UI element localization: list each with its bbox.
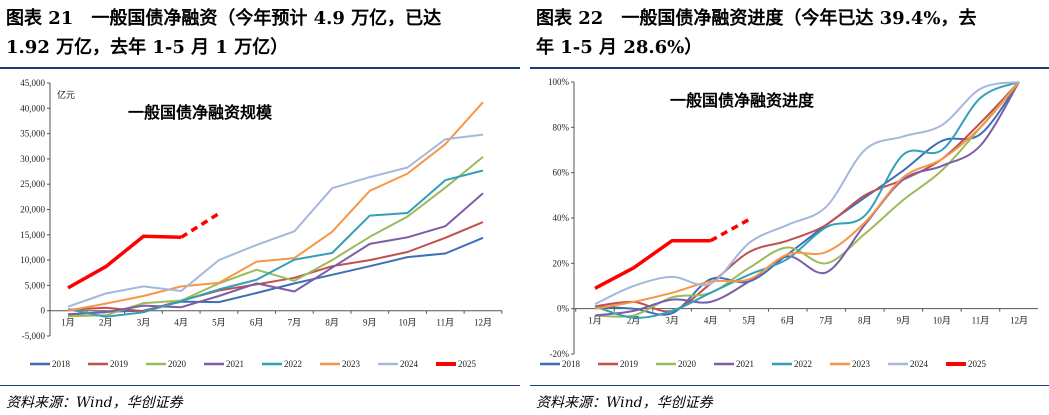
legend-label-2023: 2023 xyxy=(342,359,361,369)
x-tick-label: 12月 xyxy=(1010,316,1028,326)
y-tick-label: 25,000 xyxy=(20,179,45,189)
x-tick-label: 7月 xyxy=(288,318,302,328)
legend-label-2022: 2022 xyxy=(284,359,302,369)
legend-label-2024: 2024 xyxy=(400,359,419,369)
series-line-2019 xyxy=(594,81,1020,313)
series-line-2021 xyxy=(67,192,484,316)
x-tick-label: 10月 xyxy=(399,318,417,328)
legend-label-2025: 2025 xyxy=(968,359,987,369)
legend-label-2021: 2021 xyxy=(226,359,244,369)
series-line-2023 xyxy=(67,101,484,312)
x-tick-label: 2月 xyxy=(627,316,641,326)
legend-label-2020: 2020 xyxy=(678,359,697,369)
series-line-2024 xyxy=(594,81,1020,306)
legend-label-2023: 2023 xyxy=(852,359,871,369)
y-axis-unit: 亿元 xyxy=(57,89,75,100)
y-tick-label: 30,000 xyxy=(20,154,45,164)
y-tick-label: 0% xyxy=(557,304,570,314)
series-line-2022 xyxy=(594,81,1020,319)
x-tick-label: 9月 xyxy=(363,318,377,328)
net-financing-scale-chart: -5,000 0 5,000 10,000 15,000 20,000 25,000 30,0… xyxy=(20,78,503,369)
net-financing-progress-chart: -20% 0% 20% 40% 60% 80% 100% 1月 2月 3月 4月 5月 6月 7月 8月 9月… xyxy=(540,77,1038,369)
y-tick-label: -5,000 xyxy=(22,331,46,341)
x-tick-label: 6月 xyxy=(781,316,795,326)
legend-label-2024: 2024 xyxy=(910,359,929,369)
x-tick-label: 5月 xyxy=(212,318,226,328)
series-line-2024 xyxy=(67,133,484,308)
x-tick-label: 11月 xyxy=(972,316,990,326)
x-tick-label: 3月 xyxy=(137,318,151,328)
legend-label-2018: 2018 xyxy=(52,359,71,369)
x-tick-label: 4月 xyxy=(704,316,718,326)
left-panel: 图表 21 一般国债净融资（今年预计 4.9 万亿，已达 1.92 万亿，去年 1… xyxy=(0,0,520,415)
legend-label-2019: 2019 xyxy=(110,359,129,369)
y-tick-label: 100% xyxy=(548,77,570,87)
title-line-1: 图表 21 一般国债净融资（今年预计 4.9 万亿，已达 xyxy=(6,8,442,29)
top-rule xyxy=(530,67,1049,69)
series-line-2021 xyxy=(594,81,1020,317)
chart-inner-title: 一般国债净融资进度 xyxy=(670,91,815,110)
legend-label-2020: 2020 xyxy=(168,359,187,369)
series-projection-2025 xyxy=(180,212,220,239)
x-tick-label: 3月 xyxy=(665,316,679,326)
y-tick-label: 20% xyxy=(553,258,570,268)
series-line-2023 xyxy=(594,81,1020,310)
right-panel: 图表 22 一般国债净融资进度（今年已达 39.4%，去年 1-5 月 28.6… xyxy=(530,0,1049,415)
series-line-2020 xyxy=(594,81,1020,318)
x-tick-label: 7月 xyxy=(820,316,834,326)
source-note: 资料来源：Wind，华创证券 xyxy=(6,395,183,411)
series-line-2018 xyxy=(594,81,1020,316)
series-projection-2025 xyxy=(709,217,751,243)
title-line-2: 1.92 万亿，去年 1-5 月 1 万亿） xyxy=(6,37,289,58)
y-tick-label: 15,000 xyxy=(20,230,45,240)
y-tick-label: 20,000 xyxy=(20,205,45,215)
y-tick-label: 40,000 xyxy=(20,103,45,113)
legend-label-2019: 2019 xyxy=(620,359,639,369)
x-tick-label: 2月 xyxy=(99,318,113,328)
x-tick-label: 6月 xyxy=(250,318,264,328)
top-rule xyxy=(0,67,520,69)
series-line-2025 xyxy=(67,234,182,290)
x-tick-label: 9月 xyxy=(897,316,911,326)
x-tick-label: 8月 xyxy=(858,316,872,326)
y-tick-label: 60% xyxy=(553,168,570,178)
series-line-2025 xyxy=(594,238,711,290)
legend-label-2025: 2025 xyxy=(458,359,477,369)
y-tick-label: 80% xyxy=(553,122,570,132)
title-line-2: 年 1-5 月 28.6%） xyxy=(536,37,703,58)
y-tick-label: 10,000 xyxy=(20,255,45,265)
chart-inner-title: 一般国债净融资规模 xyxy=(128,103,273,122)
x-tick-label: 11月 xyxy=(436,318,454,328)
series-line-2022 xyxy=(67,169,484,318)
y-tick-label: 0 xyxy=(41,306,46,316)
x-tick-label: 1月 xyxy=(61,318,75,328)
bottom-rule xyxy=(0,385,520,386)
series-line-2020 xyxy=(67,156,484,318)
title-line-1: 图表 22 一般国债净融资进度（今年已达 39.4%，去 xyxy=(536,8,977,29)
source-note: 资料来源：Wind，华创证券 xyxy=(536,395,713,411)
legend-label-2021: 2021 xyxy=(736,359,754,369)
x-tick-label: 4月 xyxy=(174,318,188,328)
x-tick-label: 8月 xyxy=(325,318,339,328)
legend-label-2018: 2018 xyxy=(562,359,581,369)
x-tick-label: 12月 xyxy=(474,318,492,328)
y-tick-label: -20% xyxy=(550,349,570,359)
chart-title-21: 图表 21 一般国债净融资（今年预计 4.9 万亿，已达 1.92 万亿，去年 1… xyxy=(6,4,441,62)
chart-title-22: 图表 22 一般国债净融资进度（今年已达 39.4%，去年 1-5 月 28.6… xyxy=(536,4,977,62)
x-tick-label: 10月 xyxy=(933,316,951,326)
bottom-rule xyxy=(530,385,1049,386)
y-tick-label: 5,000 xyxy=(25,280,46,290)
x-tick-label: 5月 xyxy=(742,316,756,326)
y-tick-label: 45,000 xyxy=(20,78,45,88)
y-tick-label: 35,000 xyxy=(20,129,45,139)
series-line-2019 xyxy=(67,221,484,313)
legend-label-2022: 2022 xyxy=(794,359,812,369)
y-tick-label: 40% xyxy=(553,213,570,223)
x-tick-label: 1月 xyxy=(588,316,602,326)
